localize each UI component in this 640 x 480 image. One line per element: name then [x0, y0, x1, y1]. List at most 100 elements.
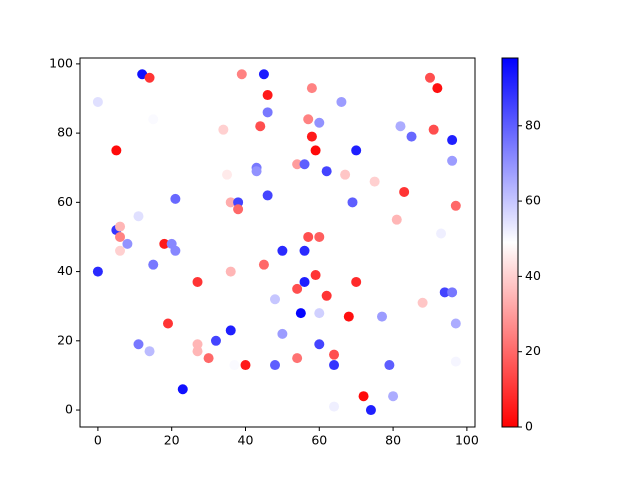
- points: [92, 69, 461, 416]
- point: [358, 391, 369, 402]
- point: [295, 308, 306, 319]
- point: [424, 72, 435, 83]
- point: [391, 214, 402, 225]
- y-tick-label: 0: [65, 402, 73, 417]
- point: [218, 124, 229, 135]
- colorbar-tick-label: 40: [525, 268, 541, 283]
- point: [115, 231, 126, 242]
- point: [377, 311, 388, 322]
- x-tick-label: 60: [311, 433, 327, 448]
- point: [336, 96, 347, 107]
- point: [299, 276, 310, 287]
- point: [262, 190, 273, 201]
- point: [310, 270, 321, 281]
- point: [133, 211, 144, 222]
- y-tick-label: 40: [57, 263, 73, 278]
- point: [111, 145, 122, 156]
- point: [321, 290, 332, 301]
- point: [388, 391, 399, 402]
- point: [92, 266, 103, 277]
- point: [251, 166, 262, 177]
- point: [439, 287, 450, 298]
- y-tick-label: 80: [57, 125, 73, 140]
- point: [192, 339, 203, 350]
- point: [240, 360, 251, 371]
- point: [340, 169, 351, 180]
- point: [148, 259, 159, 270]
- point: [303, 231, 314, 242]
- point: [170, 245, 181, 256]
- point: [163, 318, 174, 329]
- point: [432, 83, 443, 94]
- point: [148, 114, 159, 125]
- point: [351, 145, 362, 156]
- point: [233, 197, 244, 208]
- point: [343, 311, 354, 322]
- point: [144, 72, 155, 83]
- x-tick-label: 20: [164, 433, 180, 448]
- point: [258, 259, 269, 270]
- point: [399, 186, 410, 197]
- point: [192, 346, 203, 357]
- point: [310, 145, 321, 156]
- point: [210, 335, 221, 346]
- point: [321, 166, 332, 177]
- point: [447, 287, 458, 298]
- point: [450, 356, 461, 367]
- x-tick-label: 40: [238, 433, 254, 448]
- point: [170, 193, 181, 204]
- point: [306, 131, 317, 142]
- point: [159, 238, 170, 249]
- point: [225, 325, 236, 336]
- point: [428, 124, 439, 135]
- colorbar-frame: [501, 57, 519, 428]
- point: [255, 121, 266, 132]
- point: [365, 405, 376, 416]
- y-tick-label: 60: [57, 194, 73, 209]
- plot-frame: [79, 57, 476, 428]
- point: [229, 360, 240, 371]
- point: [262, 90, 273, 101]
- x-tick-label: 0: [94, 433, 102, 448]
- point: [177, 384, 188, 395]
- colorbar-tick-label: 20: [525, 343, 541, 358]
- point: [292, 159, 303, 170]
- point: [122, 238, 133, 249]
- point: [299, 159, 310, 170]
- point: [222, 169, 233, 180]
- point: [384, 360, 395, 371]
- point: [270, 294, 281, 305]
- x-tick-label: 80: [385, 433, 401, 448]
- point: [351, 276, 362, 287]
- point: [447, 135, 458, 146]
- point: [329, 349, 340, 360]
- point: [192, 276, 203, 287]
- point: [203, 353, 214, 364]
- point: [306, 83, 317, 94]
- point: [303, 114, 314, 125]
- y-tick-label: 20: [57, 332, 73, 347]
- point: [369, 176, 380, 187]
- colorbar-tick-label: 60: [525, 193, 541, 208]
- point: [299, 245, 310, 256]
- point: [236, 69, 247, 80]
- point: [133, 339, 144, 350]
- point: [277, 245, 288, 256]
- point: [277, 328, 288, 339]
- point: [450, 318, 461, 329]
- point: [92, 96, 103, 107]
- colorbar: [502, 58, 518, 427]
- point: [115, 245, 126, 256]
- point: [115, 221, 126, 232]
- point: [406, 131, 417, 142]
- point: [270, 360, 281, 371]
- point: [329, 360, 340, 371]
- point: [258, 69, 269, 80]
- point: [292, 283, 303, 294]
- point: [314, 339, 325, 350]
- point: [395, 121, 406, 132]
- y-tick-label: 100: [49, 55, 73, 70]
- point: [314, 308, 325, 319]
- point: [225, 197, 236, 208]
- point: [314, 231, 325, 242]
